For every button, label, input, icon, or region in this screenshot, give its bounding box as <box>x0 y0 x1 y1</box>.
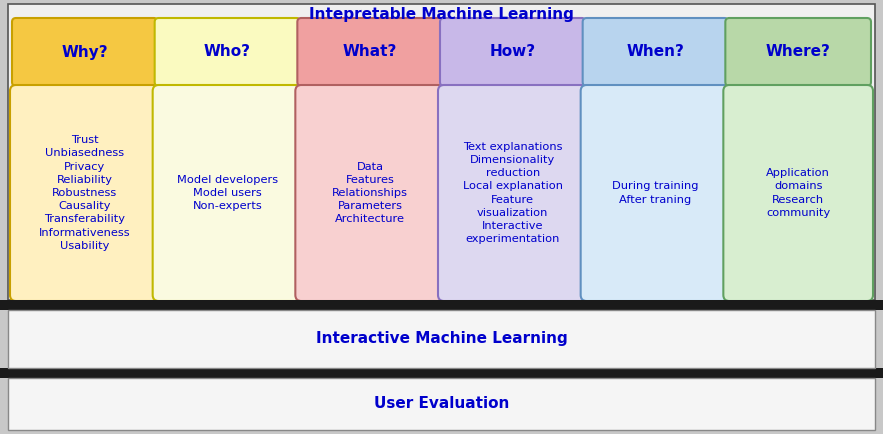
Text: Intepretable Machine Learning: Intepretable Machine Learning <box>309 7 574 22</box>
Text: What?: What? <box>343 45 397 59</box>
Text: Interactive Machine Learning: Interactive Machine Learning <box>315 332 568 346</box>
Bar <box>8 378 875 430</box>
FancyBboxPatch shape <box>583 18 728 86</box>
FancyBboxPatch shape <box>10 85 160 301</box>
Text: How?: How? <box>490 45 536 59</box>
Text: During training
After traning: During training After traning <box>612 181 698 204</box>
Text: Trust
Unbiasedness
Privacy
Reliability
Robustness
Causality
Transferability
Info: Trust Unbiasedness Privacy Reliability R… <box>39 135 131 251</box>
Bar <box>8 310 875 368</box>
Text: Where?: Where? <box>766 45 831 59</box>
Text: Model developers
Model users
Non-experts: Model developers Model users Non-experts <box>177 175 278 211</box>
Text: Application
domains
Research
community: Application domains Research community <box>766 168 830 218</box>
Text: Who?: Who? <box>204 45 251 59</box>
Bar <box>0 300 883 310</box>
FancyBboxPatch shape <box>581 85 730 301</box>
Text: User Evaluation: User Evaluation <box>374 397 509 411</box>
FancyBboxPatch shape <box>155 18 300 86</box>
FancyBboxPatch shape <box>295 85 445 301</box>
Text: Why?: Why? <box>62 45 108 59</box>
FancyBboxPatch shape <box>8 4 875 300</box>
Text: Text explanations
Dimensionality
reduction
Local explanation
Feature
visualizati: Text explanations Dimensionality reducti… <box>463 142 562 244</box>
Text: Data
Features
Relationships
Parameters
Architecture: Data Features Relationships Parameters A… <box>332 161 408 224</box>
FancyBboxPatch shape <box>440 18 585 86</box>
FancyBboxPatch shape <box>12 18 158 86</box>
FancyBboxPatch shape <box>723 85 873 301</box>
FancyBboxPatch shape <box>725 18 871 86</box>
Bar <box>0 368 883 378</box>
FancyBboxPatch shape <box>153 85 302 301</box>
FancyBboxPatch shape <box>438 85 588 301</box>
Text: When?: When? <box>627 45 684 59</box>
FancyBboxPatch shape <box>298 18 443 86</box>
